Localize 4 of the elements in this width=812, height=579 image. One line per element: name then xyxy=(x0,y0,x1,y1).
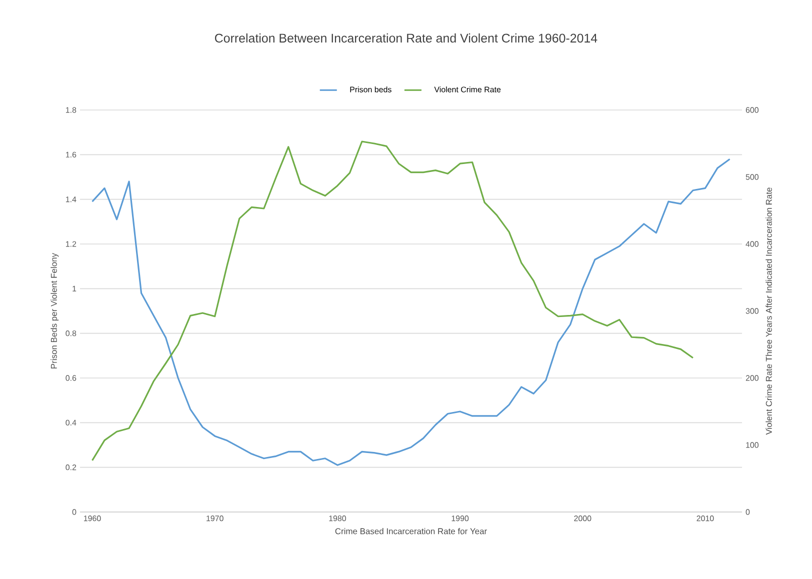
x-axis-title: Crime Based Incarceration Rate for Year xyxy=(335,528,487,534)
chart-title: Correlation Between Incarceration Rate and Violent Crime 1960-2014 xyxy=(214,33,598,43)
y2-axis-title: Violent Crime Rate Three Years After Indicated Incarceration Rate xyxy=(766,188,772,435)
y-axis-title: Prison Beds per Violent Felony xyxy=(50,252,59,368)
